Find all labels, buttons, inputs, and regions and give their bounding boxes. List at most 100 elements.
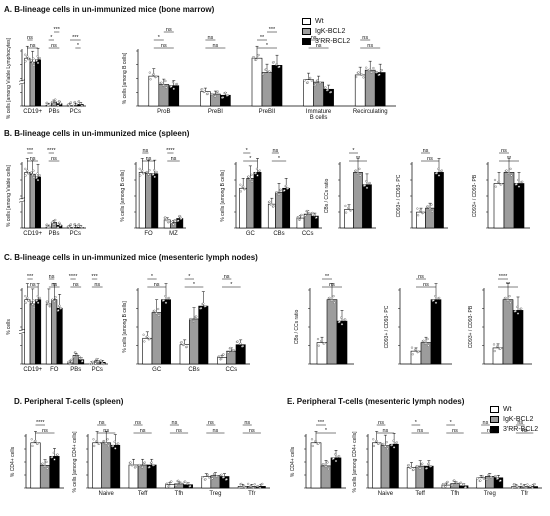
A1-data-point [75, 103, 78, 106]
B4-data-point [345, 211, 348, 214]
A2-sig-label: ns [207, 35, 213, 41]
A2-data-point [162, 84, 165, 87]
C1-data-point [102, 362, 106, 366]
C2-data-point [241, 344, 245, 348]
B3-data-point [249, 177, 252, 181]
B2-data-point [172, 223, 175, 226]
A2-sig-label: ns [161, 43, 167, 49]
B3-data-point [255, 167, 259, 170]
E2-data-point [412, 468, 415, 471]
B4-data-point [363, 184, 366, 187]
B6-data-point [517, 178, 520, 182]
A2-ylabel: % cells [among B cells] [122, 52, 128, 104]
B6-data-point [500, 183, 503, 186]
A1-x-tick-label: PBs [48, 109, 59, 115]
B4-data-point [350, 209, 353, 212]
B5-ylabel: CD93+ / CD93- PC [396, 174, 402, 217]
chart-E2: % cells [among CD4+ cells] Naive Teff Tfh Tr… [352, 420, 542, 497]
A1-x-tick-label: PCs [70, 109, 81, 115]
B3-data-point [242, 185, 245, 188]
C3-bar-rr [336, 320, 348, 365]
B1-data-point [58, 221, 61, 224]
C3-data-point [330, 299, 334, 302]
E2-sig-label: * [450, 420, 453, 426]
legend-item-igk: IgK-BCL2 [302, 26, 350, 36]
A2-bar-igk [261, 72, 273, 107]
D1-sig-label: ns [42, 428, 48, 434]
C2-data-point [195, 315, 198, 318]
A2-data-point [265, 68, 268, 71]
D2-bar-rr [110, 444, 121, 489]
legend-swatch-wt-bottom [490, 405, 499, 413]
A1-data-point [58, 100, 61, 103]
A2-bar-igk [158, 84, 170, 107]
C1-data-point [99, 359, 103, 362]
D2-data-point [215, 475, 218, 478]
B3-data-point [300, 213, 303, 217]
A2-data-point [272, 61, 275, 64]
C2-x-tick-label: CBs [188, 367, 199, 373]
E2-data-point [520, 482, 523, 486]
A2-data-point [221, 96, 225, 99]
D2-data-point [148, 465, 151, 469]
A1-data-point [24, 60, 27, 63]
A2-data-point [160, 81, 163, 84]
E2-data-point [453, 479, 456, 482]
C5-data-point [499, 347, 502, 350]
A1-axis-break-mark [18, 82, 26, 85]
E2-data-point [476, 477, 479, 480]
B4-data-point [347, 206, 351, 209]
E2-data-point [429, 465, 433, 468]
D2-data-point [222, 476, 225, 479]
D1-data-point [31, 444, 34, 448]
A2-data-point [165, 86, 168, 89]
A1-data-point [30, 59, 33, 62]
E1-ylabel: % CD4+ cells [290, 446, 296, 477]
B5-data-point [437, 174, 441, 177]
E2-data-point [384, 445, 387, 448]
A1-sig-label: * [50, 35, 53, 41]
E2-x-tick-label: Tfr [521, 491, 528, 497]
C1-data-point [35, 299, 38, 302]
A1-data-point [27, 57, 30, 60]
E2-data-point [511, 486, 514, 490]
section-title-e: E. Peripheral T-cells (mesenteric lymph … [287, 397, 465, 406]
A2-data-point [275, 63, 279, 66]
D2-data-point [247, 482, 250, 486]
E2-data-point [392, 439, 395, 442]
A2-bar-igk [364, 69, 376, 107]
E1-data-point [317, 442, 320, 445]
B3-bar-igk [275, 191, 283, 229]
B3-data-point [279, 188, 282, 191]
C1-data-point [38, 296, 41, 300]
C4-data-point [411, 353, 414, 356]
B2-sig-label: ns [142, 148, 148, 154]
A2-sig-label: ns [316, 43, 322, 49]
D2-x-tick-label: Tfr [248, 491, 255, 497]
A2-bar-wt [148, 75, 160, 107]
D2-data-point [243, 484, 246, 488]
B3-bar-wt [239, 187, 248, 229]
C2-data-point [162, 299, 165, 302]
chart-B4: CBs / CCs ratio *** [324, 148, 376, 229]
C1-data-point [30, 301, 33, 304]
B1-data-point [48, 226, 52, 230]
E2-data-point [386, 447, 389, 450]
C5-sig-label: **** [499, 274, 508, 280]
C2-data-point [239, 342, 242, 345]
chart-B3: % cells [among B cells]GC CBs CCs***ns [220, 148, 322, 237]
B4-data-point [344, 204, 347, 208]
E2-data-point [516, 485, 519, 488]
E2-data-point [385, 441, 388, 444]
C1-data-point [53, 300, 56, 303]
A1-sig-label: *** [53, 27, 60, 33]
B5-data-point [430, 203, 433, 206]
D2-data-point [92, 438, 95, 441]
C4-data-point [426, 337, 429, 341]
C1-data-point [37, 301, 40, 304]
E2-data-point [421, 462, 424, 465]
C1-sig-label: ns [73, 282, 79, 288]
D2-data-point [114, 447, 117, 450]
E2-data-point [485, 478, 489, 481]
B4-data-point [365, 186, 369, 189]
